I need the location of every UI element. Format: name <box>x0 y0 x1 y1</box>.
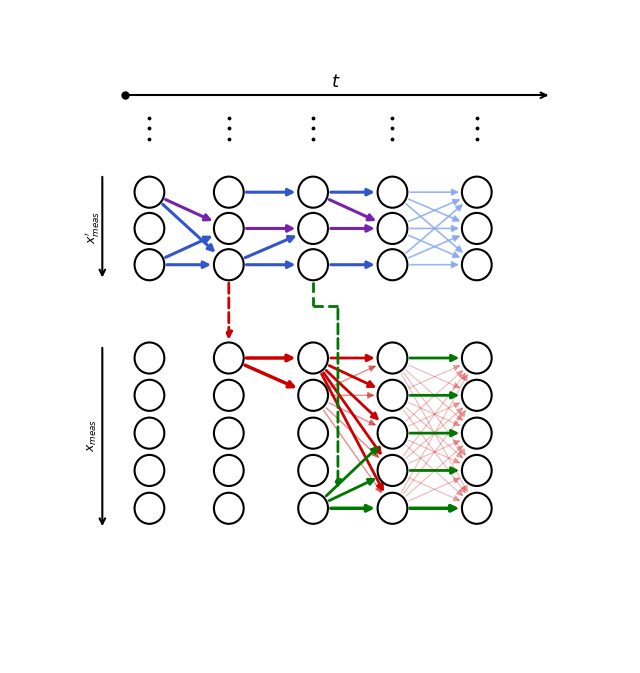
Circle shape <box>214 455 244 486</box>
Text: $x_{meas}'$: $x_{meas}'$ <box>83 210 101 244</box>
Circle shape <box>134 213 164 244</box>
Circle shape <box>462 249 492 280</box>
Circle shape <box>298 343 328 374</box>
Circle shape <box>462 213 492 244</box>
Circle shape <box>378 417 408 449</box>
Circle shape <box>134 493 164 524</box>
Circle shape <box>298 176 328 208</box>
Circle shape <box>214 343 244 374</box>
Circle shape <box>134 343 164 374</box>
Circle shape <box>214 417 244 449</box>
Circle shape <box>378 380 408 411</box>
Circle shape <box>462 343 492 374</box>
Circle shape <box>134 176 164 208</box>
Circle shape <box>214 493 244 524</box>
Circle shape <box>462 380 492 411</box>
Circle shape <box>298 249 328 280</box>
Circle shape <box>298 380 328 411</box>
Circle shape <box>134 455 164 486</box>
Circle shape <box>378 343 408 374</box>
Circle shape <box>298 417 328 449</box>
Circle shape <box>298 213 328 244</box>
Circle shape <box>462 493 492 524</box>
Circle shape <box>298 455 328 486</box>
Circle shape <box>378 249 408 280</box>
Circle shape <box>298 493 328 524</box>
Circle shape <box>462 176 492 208</box>
Circle shape <box>214 213 244 244</box>
Circle shape <box>378 213 408 244</box>
Circle shape <box>214 249 244 280</box>
Circle shape <box>378 176 408 208</box>
Circle shape <box>462 455 492 486</box>
Circle shape <box>134 380 164 411</box>
Circle shape <box>378 493 408 524</box>
Circle shape <box>214 380 244 411</box>
Circle shape <box>378 455 408 486</box>
Text: $x_{meas}$: $x_{meas}$ <box>86 419 99 452</box>
Circle shape <box>134 249 164 280</box>
Circle shape <box>214 176 244 208</box>
Text: $\mathit{t}$: $\mathit{t}$ <box>331 73 340 91</box>
Circle shape <box>462 417 492 449</box>
Circle shape <box>134 417 164 449</box>
